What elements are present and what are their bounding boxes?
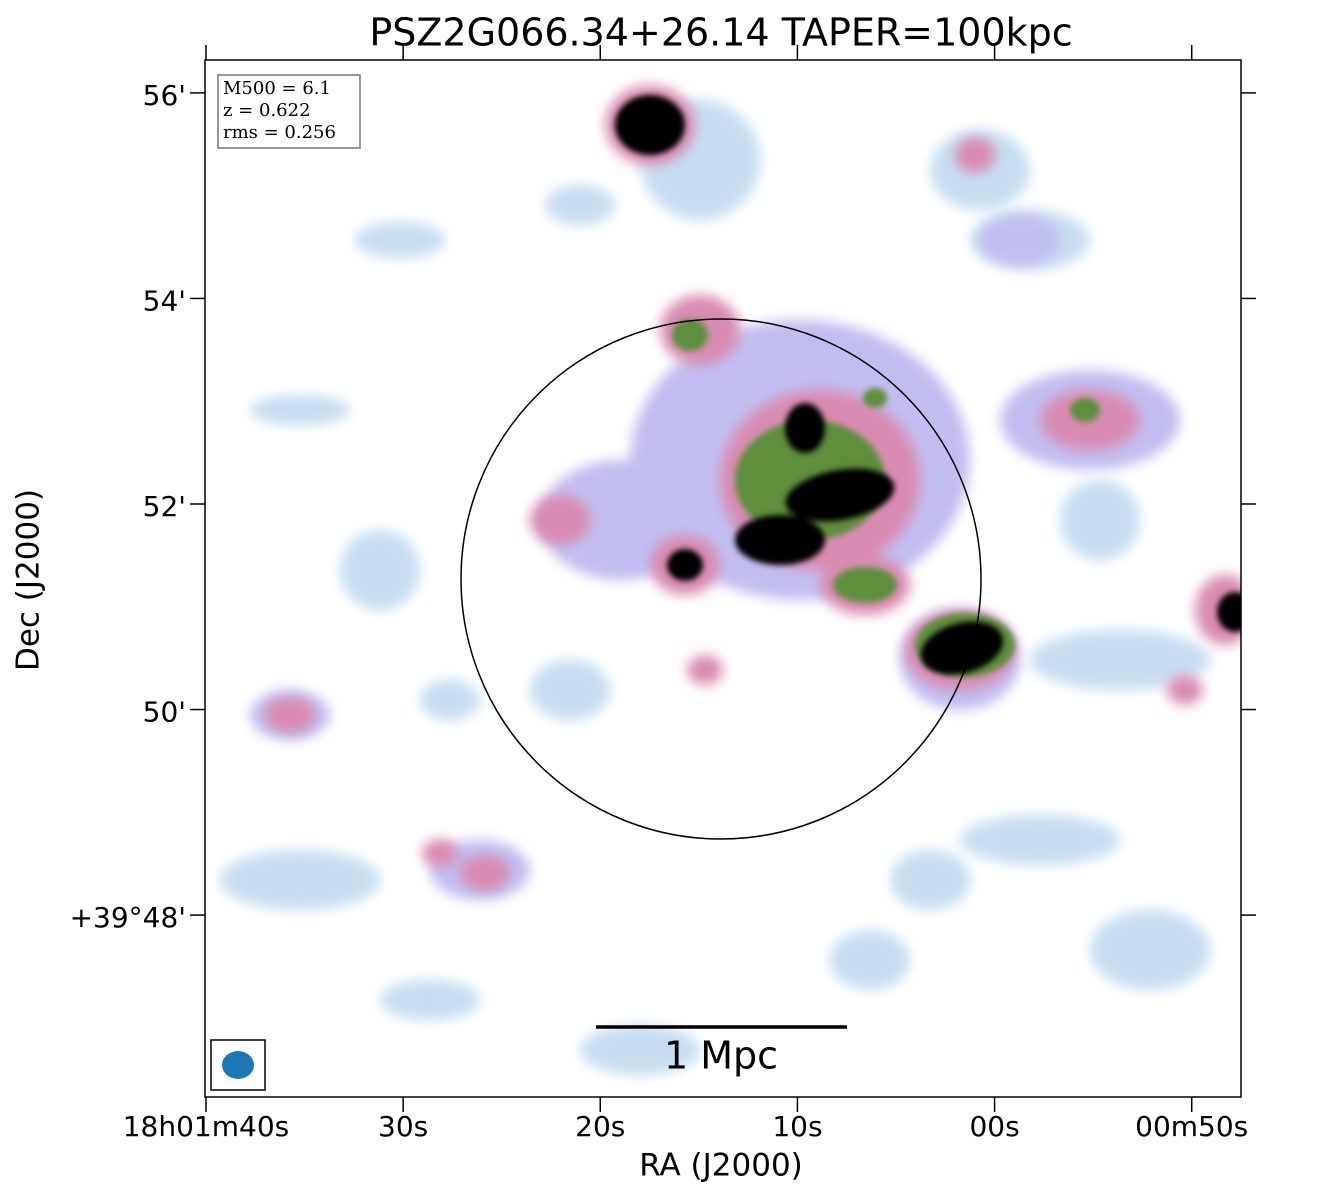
y-tick-label: 52' — [143, 490, 186, 523]
x-tick-label: 10s — [772, 1110, 822, 1143]
y-axis-label: Dec (J2000) — [11, 489, 47, 671]
y-tick-label: 50' — [143, 696, 186, 729]
y-tick-label: 56' — [143, 79, 186, 112]
x-tick-label: 00m50s — [1135, 1110, 1248, 1143]
scale-bar-label: 1 Mpc — [664, 1034, 778, 1078]
x-tick-label: 00s — [969, 1110, 1019, 1143]
x-tick-label: 30s — [378, 1110, 428, 1143]
chart-title: PSZ2G066.34+26.14 TAPER=100kpc — [369, 11, 1072, 55]
annotation: z = 0.622 — [223, 100, 311, 121]
annotation: M500 = 6.1 — [223, 78, 331, 99]
x-tick-label: 18h01m40s — [123, 1110, 290, 1143]
x-axis-label: RA (J2000) — [639, 1148, 803, 1184]
annotation: rms = 0.256 — [223, 122, 336, 143]
beam — [222, 1051, 254, 1079]
radio-image — [220, 85, 1241, 1075]
x-tick-label: 20s — [575, 1110, 625, 1143]
y-tick-label: +39°48' — [70, 901, 186, 934]
y-tick-label: 54' — [143, 284, 186, 317]
